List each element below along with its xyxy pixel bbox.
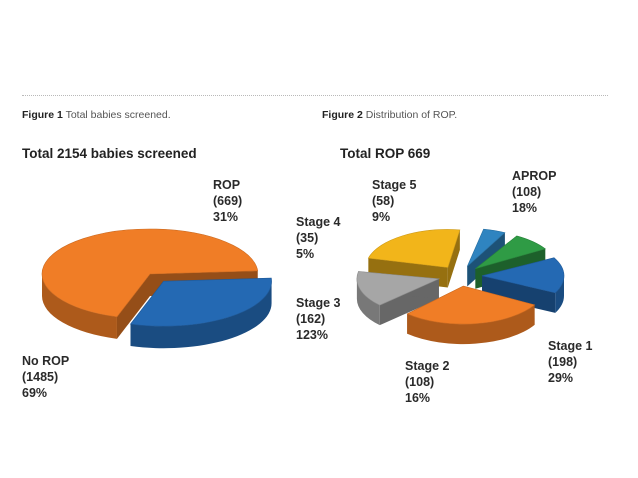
label-percent: 69%	[22, 386, 47, 400]
figure-1-number: Figure 1	[22, 109, 63, 121]
slice-top	[475, 235, 546, 270]
figure-2-caption: Figure 2 Distribution of ROP.	[322, 109, 457, 121]
slice-rim	[42, 274, 117, 339]
figure-1-caption: Figure 1 Total babies screened.	[22, 109, 171, 121]
data-label-rop: ROP (669) 31%	[213, 178, 242, 224]
slice-stage-2	[356, 271, 441, 326]
slice-aprop	[481, 257, 565, 313]
label-count: (669)	[213, 194, 242, 208]
label-percent: 123%	[296, 328, 328, 342]
figure-1-text: Total babies screened.	[65, 109, 171, 121]
slice-stage-1	[406, 285, 536, 345]
label-percent: 5%	[296, 247, 314, 261]
pie-chart-2	[356, 228, 565, 345]
label-name: Stage 2	[405, 359, 450, 373]
data-label-stage-2: Stage 2 (108) 16%	[405, 359, 450, 405]
slice-wall	[481, 275, 556, 313]
label-count: (58)	[372, 194, 394, 208]
figure-2-text: Distribution of ROP.	[365, 109, 458, 121]
label-count: (198)	[548, 355, 577, 369]
slice-top	[406, 285, 536, 325]
label-count: (35)	[296, 231, 318, 245]
slice-top	[481, 257, 565, 294]
chart-1-title: Total 2154 babies screened	[22, 146, 197, 161]
label-percent: 9%	[372, 210, 390, 224]
label-name: Stage 3	[296, 296, 341, 310]
slice-rop	[129, 277, 272, 349]
pie-chart-1	[41, 228, 272, 349]
dotted-divider	[22, 95, 608, 96]
data-label-stage-3: Stage 3 (162) 123%	[296, 296, 341, 342]
slice-rim	[356, 278, 380, 326]
slice-wall	[447, 229, 460, 288]
label-count: (108)	[512, 185, 541, 199]
label-count: (1485)	[22, 370, 58, 384]
slice-top	[467, 228, 506, 267]
data-label-stage-1: Stage 1 (198) 29%	[548, 339, 593, 385]
label-count: (108)	[405, 375, 434, 389]
label-count: (162)	[296, 312, 325, 326]
data-label-stage-5: Stage 5 (58) 9%	[372, 178, 417, 224]
chart-2-title: Total ROP 669	[340, 146, 431, 161]
label-name: Stage 4	[296, 215, 341, 229]
label-name: Stage 1	[548, 339, 593, 353]
label-percent: 18%	[512, 201, 537, 215]
label-name: ROP	[213, 178, 240, 192]
slice-rim	[130, 281, 272, 349]
label-name: Stage 5	[372, 178, 417, 192]
figure-2-number: Figure 2	[322, 109, 363, 121]
slice-top	[367, 229, 461, 268]
label-name: APROP	[512, 169, 556, 183]
data-label-stage-4: Stage 4 (35) 5%	[296, 215, 341, 261]
slice-rim	[407, 304, 535, 345]
slice-top	[356, 271, 441, 306]
data-label-no-rop: No ROP (1485) 69%	[22, 354, 69, 400]
label-percent: 16%	[405, 391, 430, 405]
slice-top	[129, 277, 272, 327]
label-percent: 31%	[213, 210, 238, 224]
slice-wall	[116, 274, 150, 339]
label-name: No ROP	[22, 354, 69, 368]
slice-top	[41, 228, 259, 318]
label-percent: 29%	[548, 371, 573, 385]
data-label-aprop: APROP (108) 18%	[512, 169, 556, 215]
